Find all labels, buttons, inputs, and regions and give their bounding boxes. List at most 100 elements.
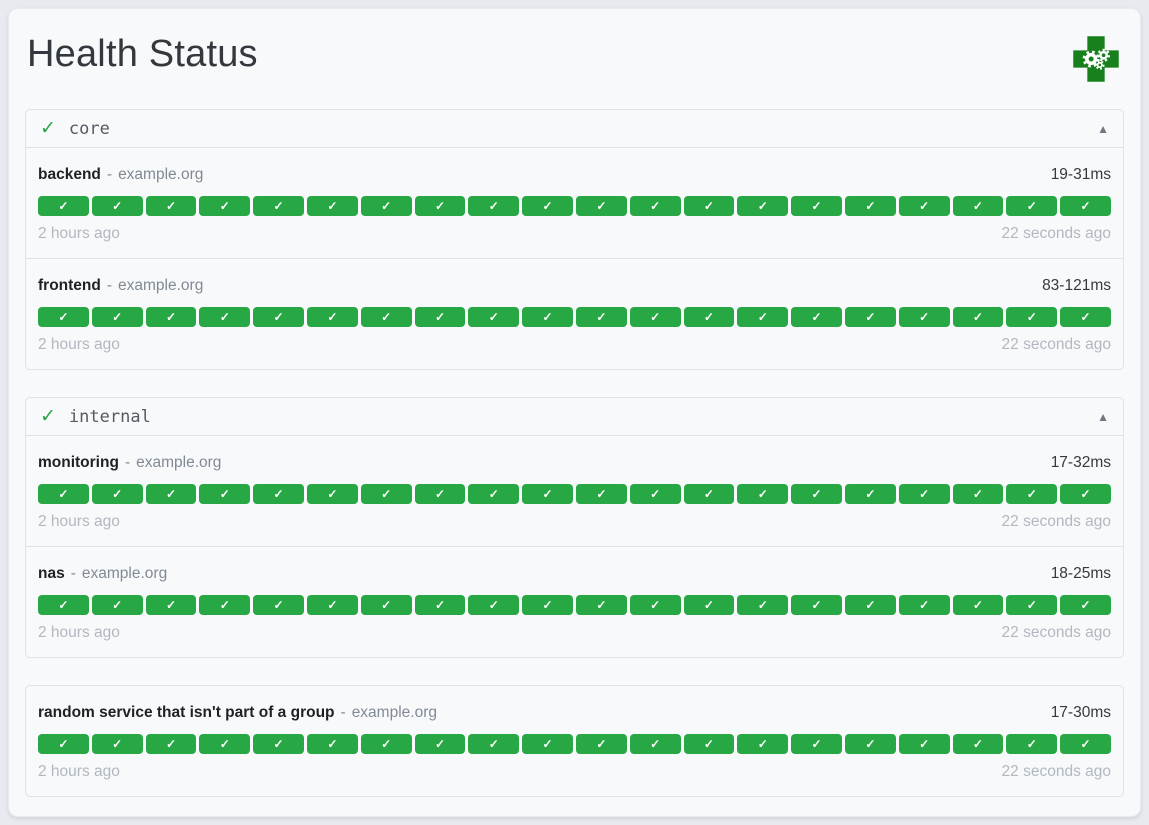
health-check-block[interactable]: ✓ [91, 307, 143, 327]
health-check-block[interactable]: ✓ [306, 307, 358, 327]
health-check-block[interactable]: ✓ [199, 484, 251, 504]
health-check-block[interactable]: ✓ [952, 196, 1004, 216]
health-check-block[interactable]: ✓ [306, 484, 358, 504]
health-check-block[interactable]: ✓ [683, 484, 735, 504]
health-check-block[interactable]: ✓ [952, 307, 1004, 327]
health-check-block[interactable]: ✓ [898, 595, 950, 615]
health-check-block[interactable]: ✓ [1060, 307, 1111, 327]
health-check-block[interactable]: ✓ [468, 595, 520, 615]
health-check-block[interactable]: ✓ [952, 734, 1004, 754]
health-check-block[interactable]: ✓ [91, 484, 143, 504]
group-header-internal[interactable]: ✓ internal ▲ [26, 398, 1123, 436]
status-history-bar[interactable]: ✓ ✓ ✓ ✓ ✓ ✓ ✓ ✓ ✓ ✓ ✓ ✓ ✓ ✓ ✓ ✓ ✓ ✓ ✓ ✓ [38, 484, 1111, 504]
health-check-block[interactable]: ✓ [253, 307, 304, 327]
health-check-block[interactable]: ✓ [791, 734, 842, 754]
health-check-block[interactable]: ✓ [629, 484, 681, 504]
health-check-block[interactable]: ✓ [575, 307, 627, 327]
health-check-block[interactable]: ✓ [522, 307, 573, 327]
health-check-block[interactable]: ✓ [898, 307, 950, 327]
health-check-block[interactable]: ✓ [522, 484, 573, 504]
health-check-block[interactable]: ✓ [414, 307, 466, 327]
health-check-block[interactable]: ✓ [844, 595, 896, 615]
health-check-block[interactable]: ✓ [414, 484, 466, 504]
health-check-block[interactable]: ✓ [360, 734, 412, 754]
health-check-block[interactable]: ✓ [468, 484, 520, 504]
health-check-block[interactable]: ✓ [952, 595, 1004, 615]
health-check-block[interactable]: ✓ [468, 734, 520, 754]
health-check-block[interactable]: ✓ [91, 734, 143, 754]
health-check-block[interactable]: ✓ [38, 484, 89, 504]
health-check-block[interactable]: ✓ [844, 484, 896, 504]
health-check-block[interactable]: ✓ [737, 595, 789, 615]
health-check-block[interactable]: ✓ [306, 595, 358, 615]
health-check-block[interactable]: ✓ [629, 196, 681, 216]
health-check-block[interactable]: ✓ [575, 734, 627, 754]
health-check-block[interactable]: ✓ [145, 307, 197, 327]
health-check-block[interactable]: ✓ [253, 196, 304, 216]
health-check-block[interactable]: ✓ [38, 196, 89, 216]
health-check-block[interactable]: ✓ [360, 484, 412, 504]
group-header-core[interactable]: ✓ core ▲ [26, 110, 1123, 148]
health-check-block[interactable]: ✓ [253, 595, 304, 615]
health-check-block[interactable]: ✓ [898, 196, 950, 216]
health-check-block[interactable]: ✓ [38, 734, 89, 754]
health-check-block[interactable]: ✓ [791, 196, 842, 216]
health-check-block[interactable]: ✓ [91, 196, 143, 216]
health-check-block[interactable]: ✓ [683, 734, 735, 754]
health-check-block[interactable]: ✓ [199, 595, 251, 615]
health-check-block[interactable]: ✓ [414, 734, 466, 754]
health-check-block[interactable]: ✓ [575, 595, 627, 615]
health-check-block[interactable]: ✓ [468, 307, 520, 327]
health-check-block[interactable]: ✓ [952, 484, 1004, 504]
health-check-block[interactable]: ✓ [360, 595, 412, 615]
health-check-block[interactable]: ✓ [844, 734, 896, 754]
collapse-arrow-icon[interactable]: ▲ [1097, 121, 1109, 136]
health-check-block[interactable]: ✓ [683, 307, 735, 327]
health-check-block[interactable]: ✓ [844, 307, 896, 327]
health-check-block[interactable]: ✓ [629, 734, 681, 754]
health-check-block[interactable]: ✓ [253, 734, 304, 754]
health-check-block[interactable]: ✓ [737, 307, 789, 327]
health-check-block[interactable]: ✓ [683, 595, 735, 615]
status-history-bar[interactable]: ✓ ✓ ✓ ✓ ✓ ✓ ✓ ✓ ✓ ✓ ✓ ✓ ✓ ✓ ✓ ✓ ✓ ✓ ✓ ✓ [38, 595, 1111, 615]
collapse-arrow-icon[interactable]: ▲ [1097, 409, 1109, 424]
health-check-block[interactable]: ✓ [199, 734, 251, 754]
health-check-block[interactable]: ✓ [1006, 196, 1058, 216]
health-check-block[interactable]: ✓ [522, 734, 573, 754]
health-check-block[interactable]: ✓ [91, 595, 143, 615]
health-check-block[interactable]: ✓ [791, 484, 842, 504]
health-check-block[interactable]: ✓ [737, 196, 789, 216]
health-check-block[interactable]: ✓ [38, 307, 89, 327]
health-check-block[interactable]: ✓ [629, 307, 681, 327]
health-check-block[interactable]: ✓ [199, 307, 251, 327]
status-history-bar[interactable]: ✓ ✓ ✓ ✓ ✓ ✓ ✓ ✓ ✓ ✓ ✓ ✓ ✓ ✓ ✓ ✓ ✓ ✓ ✓ ✓ [38, 196, 1111, 216]
status-history-bar[interactable]: ✓ ✓ ✓ ✓ ✓ ✓ ✓ ✓ ✓ ✓ ✓ ✓ ✓ ✓ ✓ ✓ ✓ ✓ ✓ ✓ [38, 734, 1111, 754]
health-check-block[interactable]: ✓ [306, 196, 358, 216]
health-check-block[interactable]: ✓ [360, 307, 412, 327]
health-check-block[interactable]: ✓ [629, 595, 681, 615]
health-check-block[interactable]: ✓ [145, 484, 197, 504]
health-check-block[interactable]: ✓ [898, 484, 950, 504]
health-check-block[interactable]: ✓ [683, 196, 735, 216]
health-check-block[interactable]: ✓ [737, 734, 789, 754]
health-check-block[interactable]: ✓ [145, 734, 197, 754]
health-check-block[interactable]: ✓ [360, 196, 412, 216]
health-check-block[interactable]: ✓ [38, 595, 89, 615]
health-check-block[interactable]: ✓ [253, 484, 304, 504]
health-check-block[interactable]: ✓ [844, 196, 896, 216]
health-check-block[interactable]: ✓ [737, 484, 789, 504]
health-check-block[interactable]: ✓ [145, 595, 197, 615]
health-check-block[interactable]: ✓ [522, 595, 573, 615]
health-check-block[interactable]: ✓ [1060, 196, 1111, 216]
health-check-block[interactable]: ✓ [1006, 484, 1058, 504]
health-check-block[interactable]: ✓ [414, 196, 466, 216]
health-check-block[interactable]: ✓ [306, 734, 358, 754]
health-check-block[interactable]: ✓ [898, 734, 950, 754]
health-check-block[interactable]: ✓ [414, 595, 466, 615]
health-check-block[interactable]: ✓ [145, 196, 197, 216]
health-check-block[interactable]: ✓ [1060, 484, 1111, 504]
health-check-block[interactable]: ✓ [199, 196, 251, 216]
health-check-block[interactable]: ✓ [1060, 734, 1111, 754]
status-history-bar[interactable]: ✓ ✓ ✓ ✓ ✓ ✓ ✓ ✓ ✓ ✓ ✓ ✓ ✓ ✓ ✓ ✓ ✓ ✓ ✓ ✓ [38, 307, 1111, 327]
health-check-block[interactable]: ✓ [575, 196, 627, 216]
